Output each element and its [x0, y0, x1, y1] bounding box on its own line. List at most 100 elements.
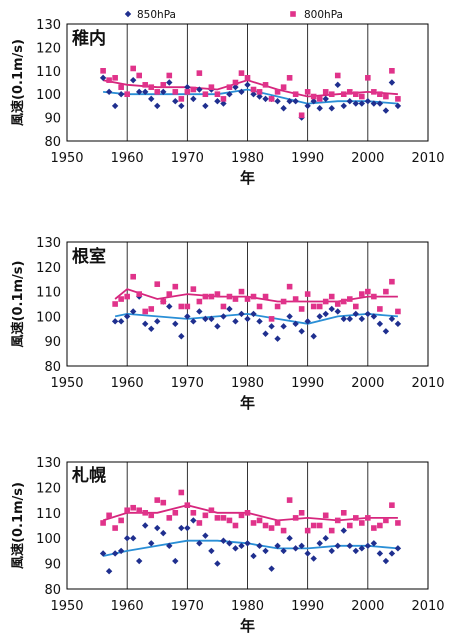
data-point-800hpa [172, 283, 179, 290]
data-point-800hpa [377, 91, 383, 97]
data-point-850hpa [382, 328, 390, 335]
data-point-850hpa [220, 313, 227, 320]
data-point-850hpa [262, 95, 269, 103]
data-point-850hpa [274, 335, 281, 342]
data-point-850hpa [154, 524, 161, 532]
x-tick-label: 1980 [231, 376, 264, 391]
y-axis-label: 風速(0.1m/s) [10, 39, 26, 126]
data-point-850hpa [364, 98, 372, 105]
data-point-800hpa [166, 72, 173, 79]
chart-title: 札幌 [71, 465, 106, 486]
data-point-800hpa [383, 517, 389, 524]
x-tick-label: 1960 [111, 376, 144, 391]
data-point-800hpa [244, 75, 251, 81]
x-axis-label: 年 [240, 169, 255, 187]
data-point-800hpa [202, 91, 209, 97]
data-point-800hpa [130, 65, 136, 72]
data-point-850hpa [352, 310, 359, 318]
data-point-850hpa [136, 557, 143, 565]
data-point-800hpa [359, 93, 365, 100]
data-point-800hpa [365, 288, 371, 295]
data-point-800hpa [371, 525, 377, 531]
data-point-850hpa [117, 318, 125, 325]
data-point-850hpa [280, 323, 287, 330]
data-point-800hpa [371, 293, 377, 300]
data-point-850hpa [190, 95, 197, 103]
data-point-850hpa [292, 320, 299, 328]
chart-panel-3: 1950 1960 1970 1980 1990 2000 2010 80 90 100 110 12… [10, 456, 445, 635]
legend-marker-850hpa [124, 10, 132, 18]
data-point-800hpa [178, 96, 185, 102]
data-point-800hpa [262, 522, 269, 529]
data-point-800hpa [166, 515, 173, 521]
data-point-800hpa [184, 303, 191, 310]
data-point-800hpa [244, 510, 251, 516]
data-point-850hpa [123, 535, 131, 542]
data-point-850hpa [129, 308, 137, 315]
data-point-800hpa [232, 79, 239, 86]
data-point-850hpa [238, 542, 245, 550]
data-point-800hpa [148, 84, 155, 90]
data-point-850hpa [322, 310, 329, 318]
y-axis-label: 風速(0.1m/s) [10, 482, 26, 569]
data-point-850hpa [202, 315, 209, 323]
data-point-850hpa [268, 323, 275, 330]
data-point-800hpa [377, 522, 383, 529]
data-point-800hpa [310, 303, 317, 310]
trend-line-850hpa [102, 539, 398, 557]
data-point-800hpa [298, 306, 305, 312]
data-point-850hpa [105, 88, 113, 96]
trend-line-800hpa [114, 288, 398, 303]
x-tick-label: 1960 [111, 151, 144, 166]
data-point-800hpa [124, 293, 130, 300]
data-point-850hpa [328, 105, 335, 112]
data-point-850hpa [154, 318, 161, 325]
y-tick-label: 120 [36, 481, 61, 496]
data-point-800hpa [118, 517, 124, 524]
data-point-850hpa [196, 86, 203, 93]
data-point-800hpa [280, 298, 287, 305]
data-point-850hpa [178, 333, 185, 340]
data-point-850hpa [322, 535, 329, 542]
data-point-850hpa [142, 522, 149, 529]
data-point-850hpa [370, 100, 378, 107]
data-point-800hpa [280, 84, 287, 90]
data-point-850hpa [310, 555, 317, 562]
y-tick-label: 80 [44, 360, 61, 375]
data-point-800hpa [154, 497, 161, 503]
data-point-800hpa [124, 91, 130, 97]
data-point-850hpa [286, 98, 293, 105]
data-point-850hpa [352, 100, 359, 107]
data-point-850hpa [136, 88, 143, 96]
y-tick-label: 110 [36, 507, 61, 522]
data-point-800hpa [286, 283, 293, 290]
data-point-850hpa [310, 98, 317, 105]
data-point-800hpa [334, 517, 341, 524]
y-tick-label: 100 [36, 532, 61, 547]
data-point-800hpa [371, 89, 377, 95]
data-point-800hpa [262, 293, 269, 300]
data-point-800hpa [353, 91, 359, 97]
data-point-850hpa [340, 102, 347, 110]
data-point-800hpa [359, 520, 365, 526]
y-tick-label: 100 [36, 310, 61, 325]
x-tick-label: 1970 [171, 151, 204, 166]
data-point-850hpa [256, 318, 263, 325]
data-point-850hpa [274, 542, 281, 550]
data-point-800hpa [226, 293, 233, 300]
y-tick-label: 90 [44, 335, 61, 350]
x-tick-label: 1980 [231, 151, 264, 166]
data-point-800hpa [208, 293, 215, 300]
data-point-850hpa [178, 102, 185, 110]
data-point-800hpa [328, 91, 335, 97]
data-point-850hpa [370, 313, 378, 320]
data-point-850hpa [129, 76, 137, 84]
data-point-800hpa [238, 512, 245, 519]
data-point-850hpa [172, 320, 179, 328]
data-point-850hpa [376, 550, 384, 557]
data-point-800hpa [100, 68, 106, 74]
data-point-850hpa [208, 315, 215, 323]
data-point-800hpa [130, 273, 136, 280]
x-tick-label: 2010 [411, 376, 444, 391]
data-point-800hpa [268, 316, 275, 322]
